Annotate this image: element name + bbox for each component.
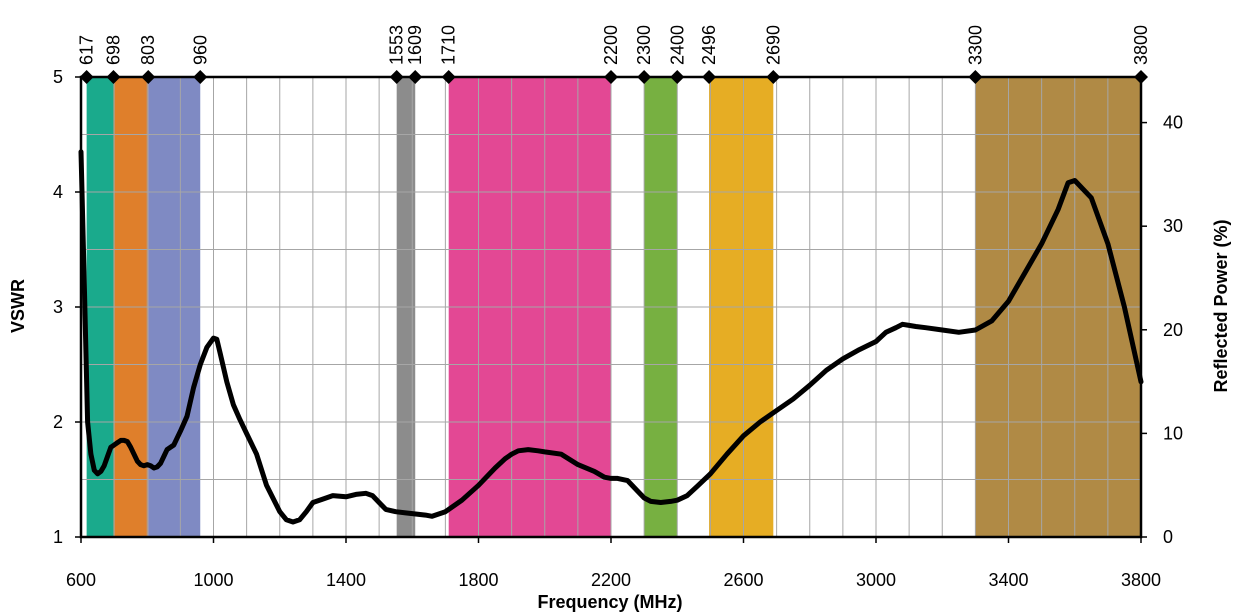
- band-marker-diamond: [702, 70, 717, 84]
- x-tick-label: 1000: [193, 570, 233, 590]
- y2-tick-label: 0: [1163, 527, 1173, 547]
- band-marker-label: 1609: [405, 25, 425, 65]
- y2-axis-title: Reflected Power (%): [1211, 219, 1231, 392]
- y2-tick-label: 40: [1163, 113, 1183, 133]
- band-marker-label: 3300: [965, 25, 985, 65]
- grid-layer: [81, 77, 1141, 537]
- y-tick-label: 5: [53, 67, 63, 87]
- x-tick-label: 3800: [1121, 570, 1161, 590]
- y-tick-label: 2: [53, 412, 63, 432]
- band-markers-layer: [79, 70, 1148, 84]
- band-marker-diamond: [670, 70, 685, 84]
- band-marker-label: 2690: [763, 25, 783, 65]
- band-marker-label: 2300: [634, 25, 654, 65]
- band-marker-label: 698: [103, 35, 123, 65]
- y-axis-title: VSWR: [8, 279, 28, 333]
- band-marker-diamond: [389, 70, 404, 84]
- y2-tick-label: 30: [1163, 216, 1183, 236]
- x-axis-title: Frequency (MHz): [537, 592, 682, 612]
- band-marker-label: 1553: [387, 25, 407, 65]
- y-tick-label: 4: [53, 182, 63, 202]
- y2-tick-label: 10: [1163, 423, 1183, 443]
- band-marker-label: 2400: [667, 25, 687, 65]
- band-marker-label: 2200: [601, 25, 621, 65]
- band-marker-diamond: [408, 70, 423, 84]
- band-marker-diamond: [637, 70, 652, 84]
- x-tick-label: 2600: [723, 570, 763, 590]
- x-tick-label: 2200: [591, 570, 631, 590]
- band-marker-diamond: [441, 70, 456, 84]
- band-marker-diamond: [106, 70, 121, 84]
- band-marker-diamond: [141, 70, 156, 84]
- band-marker-diamond: [604, 70, 618, 84]
- band-marker-diamond: [968, 70, 983, 84]
- band-marker-diamond: [1134, 70, 1148, 84]
- band-marker-label: 803: [138, 35, 158, 65]
- band-marker-label: 2496: [699, 25, 719, 65]
- band-marker-diamond: [766, 70, 781, 84]
- band-marker-diamond: [79, 70, 94, 84]
- y-tick-label: 3: [53, 297, 63, 317]
- band-marker-label: 3800: [1131, 25, 1151, 65]
- x-tick-label: 1400: [326, 570, 366, 590]
- y2-tick-label: 20: [1163, 320, 1183, 340]
- x-tick-label: 3400: [988, 570, 1028, 590]
- band-marker-label: 617: [77, 35, 97, 65]
- x-tick-label: 600: [66, 570, 96, 590]
- curve-layer: [78, 149, 1144, 525]
- vswr-line: [78, 149, 1144, 525]
- y-tick-label: 1: [53, 527, 63, 547]
- band-marker-label: 960: [190, 35, 210, 65]
- x-tick-label: 3000: [856, 570, 896, 590]
- band-marker-diamond: [193, 70, 208, 84]
- band-marker-label: 1710: [439, 25, 459, 65]
- x-tick-label: 1800: [458, 570, 498, 590]
